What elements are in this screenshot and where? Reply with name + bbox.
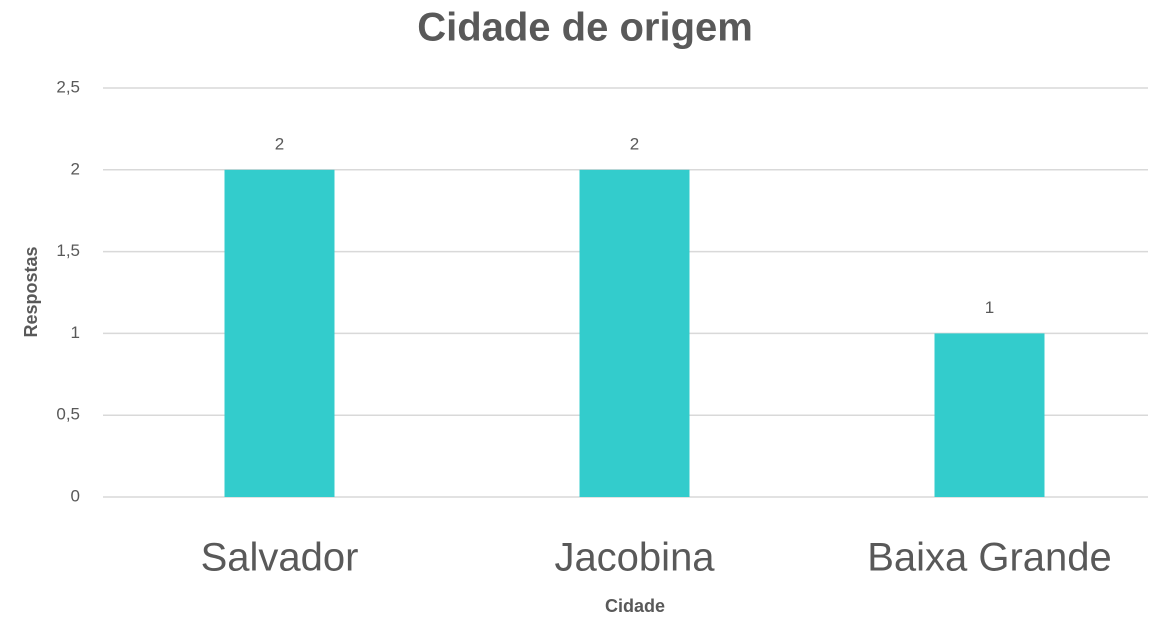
y-tick-label: 1,5	[56, 241, 80, 260]
y-axis-title: Respostas	[21, 246, 41, 337]
y-tick-label: 2,5	[56, 77, 80, 96]
bar	[224, 169, 335, 498]
x-tick-label: Salvador	[201, 536, 359, 580]
x-tick-label: Baixa Grande	[867, 536, 1112, 580]
value-label: 1	[985, 298, 994, 317]
value-label: 2	[630, 134, 639, 153]
y-tick-label: 0,5	[56, 405, 80, 424]
value-label: 2	[275, 134, 284, 153]
x-tick-label: Jacobina	[554, 536, 715, 580]
bar	[934, 333, 1045, 497]
x-axis-title: Cidade	[605, 596, 665, 616]
y-tick-label: 0	[71, 486, 80, 505]
bar	[579, 169, 690, 498]
y-tick-label: 1	[71, 323, 80, 342]
chart-title: Cidade de origem	[417, 6, 753, 50]
y-tick-label: 2	[71, 159, 80, 178]
